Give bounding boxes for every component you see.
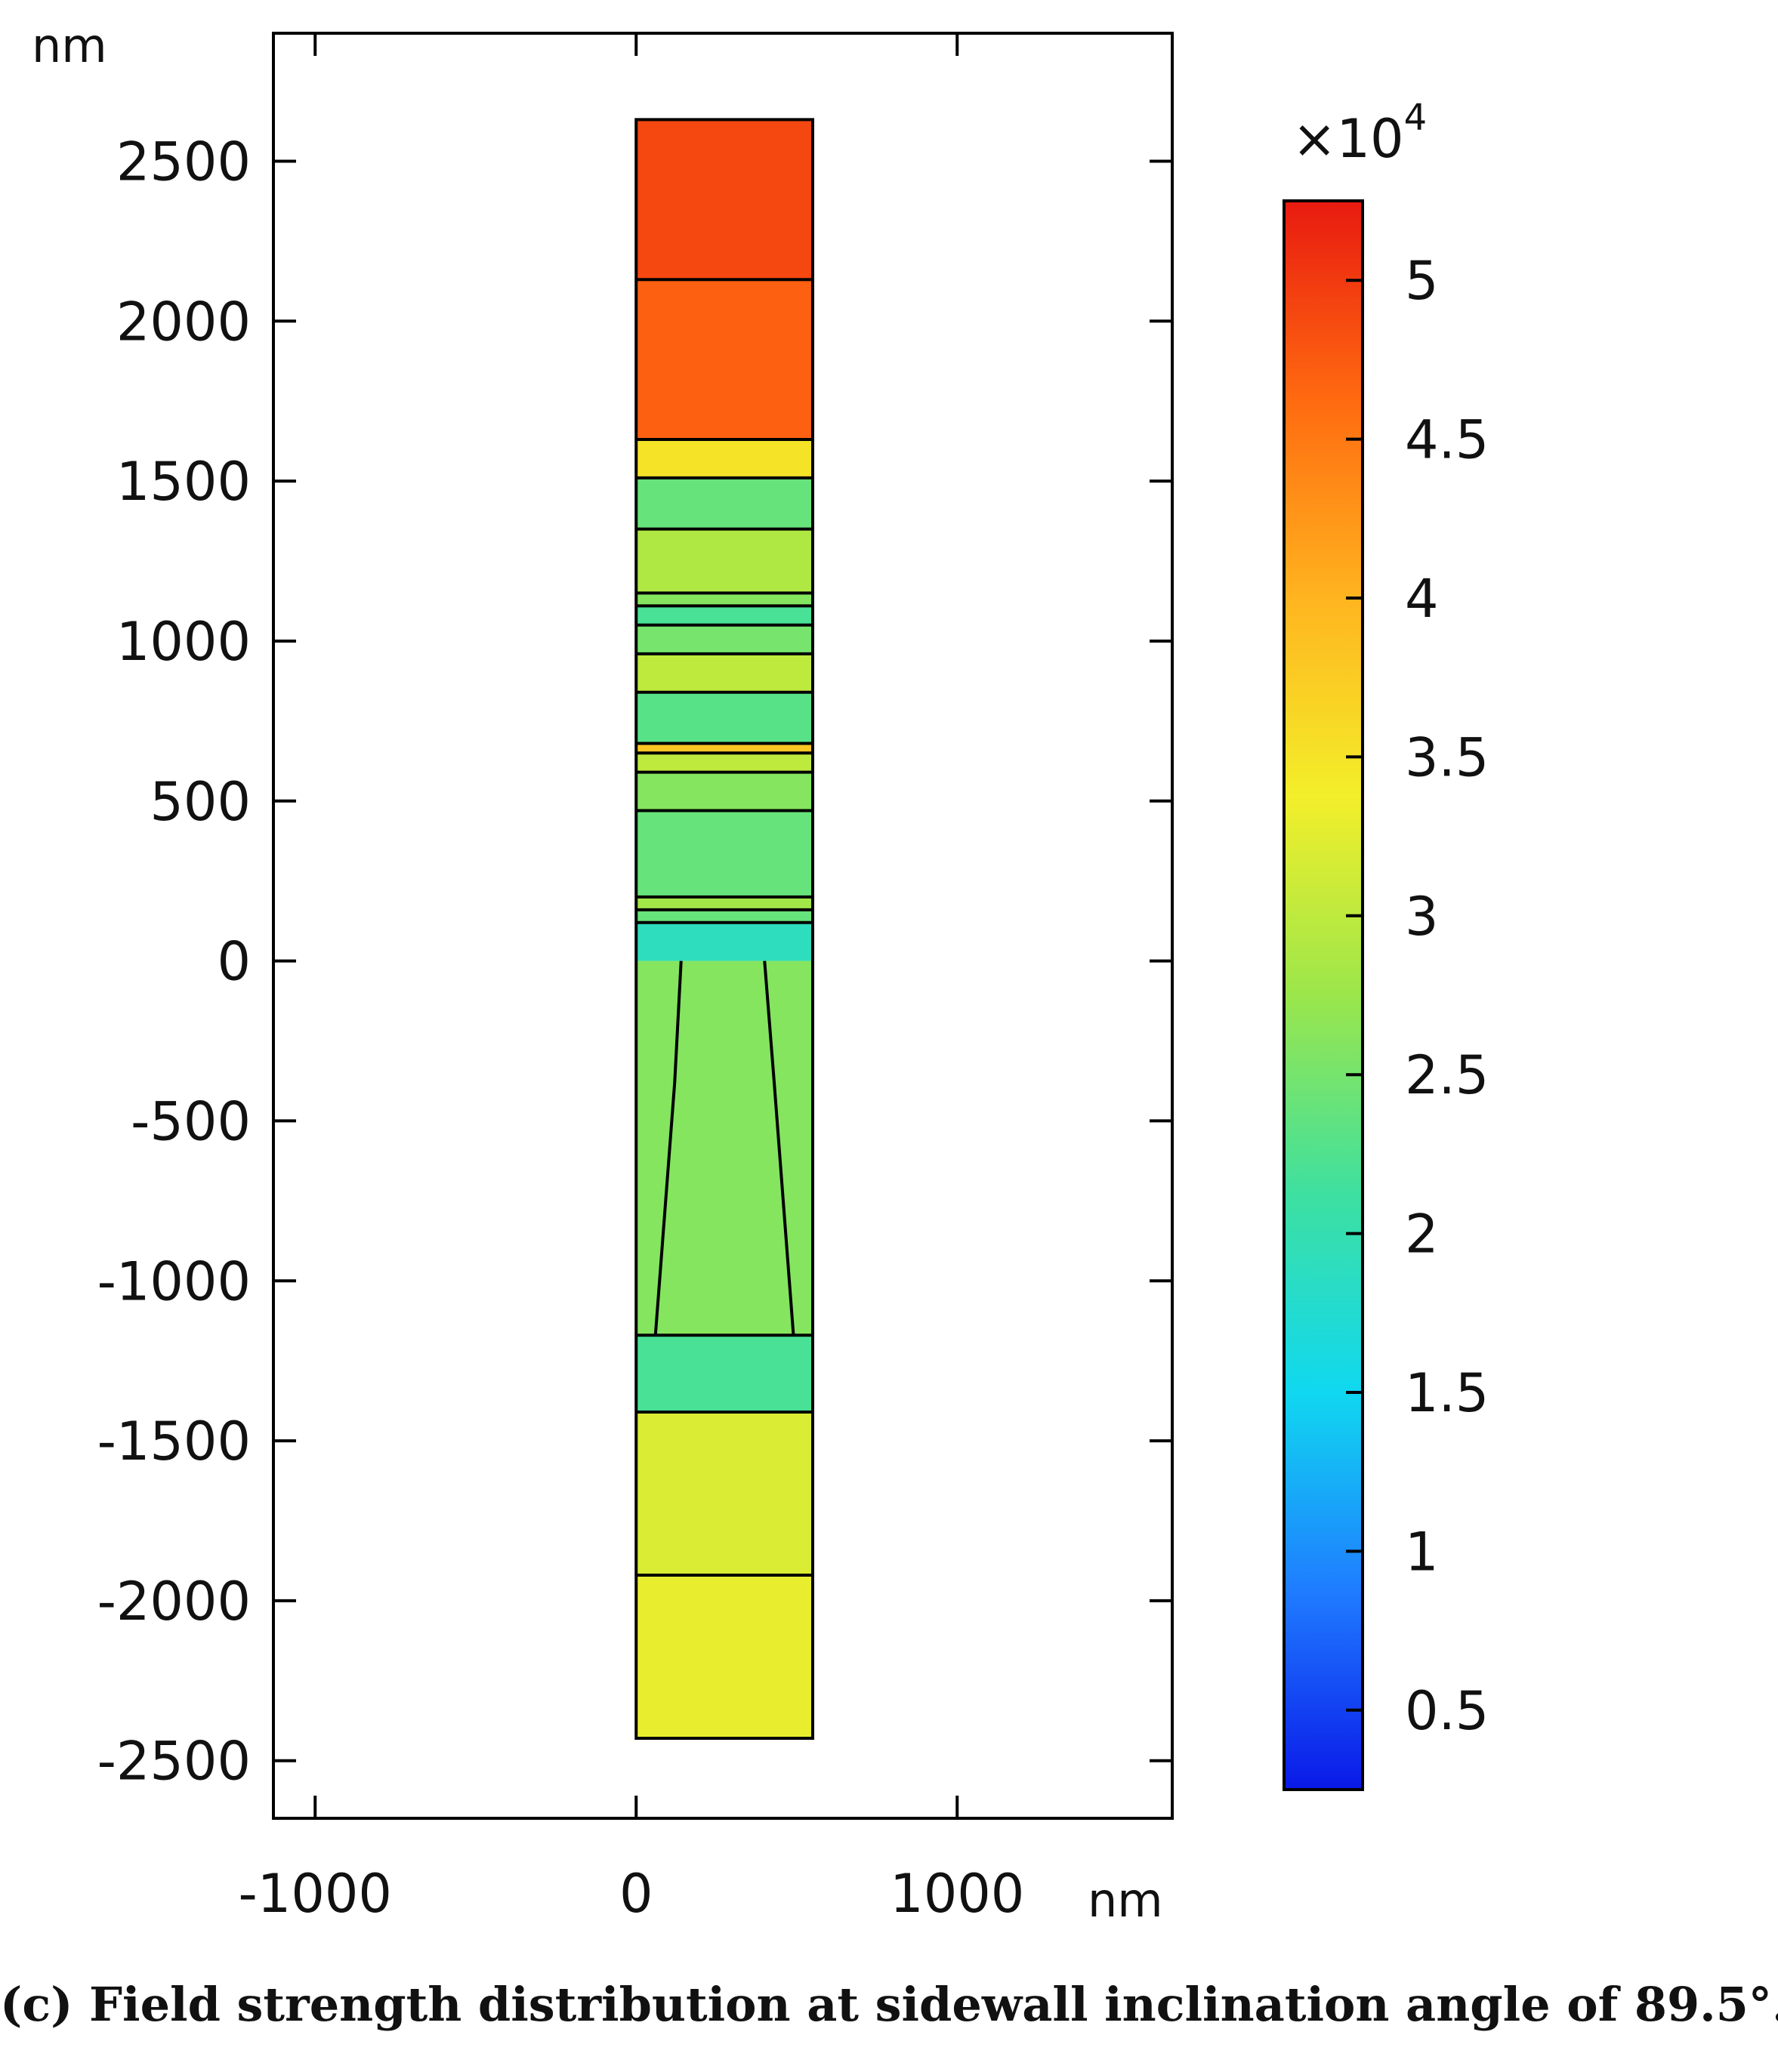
y-tick-label: -2500 [97, 1731, 251, 1793]
field-band [636, 477, 813, 529]
field-band [636, 439, 813, 478]
field-band [636, 1335, 813, 1412]
colorbar-tick-label: 1 [1405, 1521, 1439, 1583]
plot-frame [272, 32, 1174, 1820]
colorbar-tick-label: 4.5 [1405, 409, 1489, 471]
structure-outline [634, 118, 814, 1741]
y-tick-label: 2000 [116, 291, 251, 353]
y-tick-label: 1000 [116, 611, 251, 673]
field-band [636, 753, 813, 772]
x-tick-label: 0 [619, 1863, 653, 1925]
field-band [636, 593, 813, 606]
field-band [636, 119, 813, 280]
y-tick-label: -2000 [97, 1571, 251, 1633]
field-band [636, 743, 813, 754]
field-band [636, 529, 813, 594]
field-band [636, 960, 813, 1336]
field-band [636, 772, 813, 811]
field-map [636, 119, 813, 1739]
y-tick-label: -500 [131, 1090, 251, 1152]
y-tick-label: 0 [217, 931, 251, 993]
field-band [636, 922, 813, 961]
field-band [636, 909, 813, 923]
colorbar-tick-label: 2.5 [1405, 1044, 1489, 1106]
x-axis-unit-label: nm [1088, 1873, 1163, 1928]
field-band [636, 1575, 813, 1739]
field-band [636, 624, 813, 654]
field-band [636, 653, 813, 692]
colorbar-gradient [1283, 199, 1364, 1791]
colorbar-tick-label: 5 [1405, 250, 1439, 312]
x-tick-label: -1000 [239, 1863, 392, 1925]
colorbar-tick-label: 3.5 [1405, 726, 1489, 788]
colorbar-multiplier: ×104 [1292, 97, 1427, 170]
field-band [636, 606, 813, 625]
field-band [636, 1411, 813, 1576]
y-tick-label: 500 [150, 771, 251, 833]
layer-boundaries [634, 118, 814, 1741]
colorbar-tick-label: 4 [1405, 568, 1439, 630]
colorbar-multiplier-exponent: 4 [1404, 97, 1428, 139]
colorbar-tick-label: 0.5 [1405, 1680, 1489, 1742]
colorbar-tick-label: 3 [1405, 886, 1439, 948]
field-band [636, 279, 813, 440]
sidewall-left [653, 960, 683, 1336]
field-band [636, 810, 813, 897]
field-band [636, 896, 813, 910]
y-axis-unit-label: nm [32, 18, 107, 73]
x-tick-label: 1000 [890, 1863, 1024, 1925]
axis-ticks: -1000 0 1000 2500 2000 1500 1000 500 0 -500 -1000 -… [97, 33, 1172, 1925]
y-tick-label: 2500 [116, 131, 251, 193]
y-tick-label: 1500 [116, 451, 251, 513]
sidewall-right [763, 960, 795, 1336]
colorbar: 5 4.5 4 3.5 3 2.5 2 1.5 1 0.5 ×104 [1283, 97, 1489, 1791]
y-tick-label: -1000 [97, 1250, 251, 1312]
y-tick-label: -1500 [97, 1411, 251, 1472]
colorbar-tick-label: 2 [1405, 1204, 1439, 1266]
colorbar-tick-label: 1.5 [1405, 1362, 1489, 1424]
field-band [636, 692, 813, 744]
figure-caption: (c) Field strength distribution at sidew… [0, 1977, 1778, 2032]
